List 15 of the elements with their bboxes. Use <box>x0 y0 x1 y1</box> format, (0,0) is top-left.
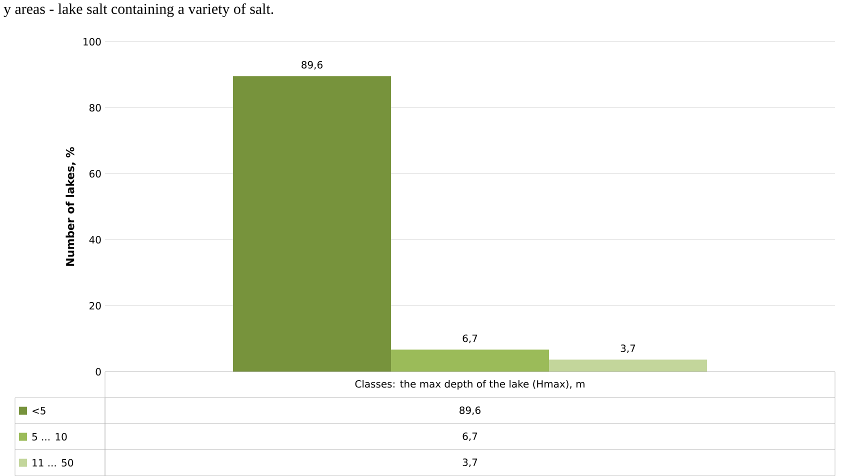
y-tick-label: 60 <box>90 170 101 178</box>
data-label: 89,6 <box>302 61 322 70</box>
y-tick-label: 40 <box>89 236 101 244</box>
y-axis-title: Number of lakes, % <box>66 147 76 266</box>
chart-title: y areas - lake salt containing a variety of salt. <box>4 3 274 18</box>
y-tick-label: 0 <box>96 368 101 376</box>
text: 6,7 <box>462 432 478 442</box>
text: 89,6 <box>460 406 480 416</box>
y-tick-label: 100 <box>84 38 101 46</box>
data-label: 3,7 <box>620 344 636 354</box>
x-tick-label: Classes: the max depth of the lake (Hmax), m <box>355 380 584 390</box>
text: 3,7 <box>462 458 478 468</box>
y-tick-label: 20 <box>90 302 101 310</box>
data-label: 6,7 <box>462 334 478 344</box>
y-tick-label: 80 <box>89 104 101 112</box>
